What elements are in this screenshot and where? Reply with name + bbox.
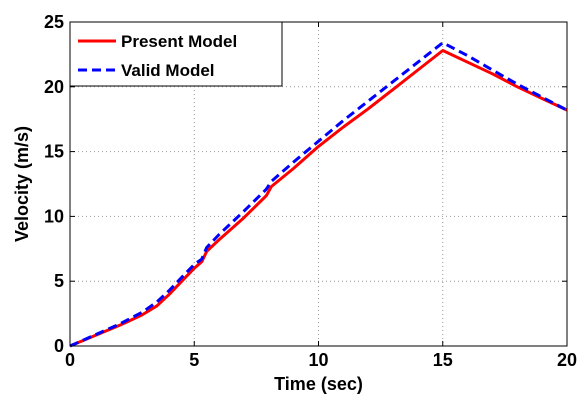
axis-ticks: 0 5 10 15 20 0 5 10 15 20 25	[44, 12, 577, 370]
legend-label-valid-model: Valid Model	[121, 61, 215, 80]
x-axis-title: Time (sec)	[274, 374, 363, 394]
series-line-valid-model	[69, 41, 568, 348]
y-tick-label: 10	[44, 206, 64, 226]
grid-lines	[70, 22, 567, 346]
y-tick-label: 15	[44, 142, 64, 162]
legend-box	[69, 21, 283, 87]
y-tick-label: 20	[44, 77, 64, 97]
y-tick-label: 25	[44, 12, 64, 32]
legend-label-present-model: Present Model	[121, 32, 237, 51]
legend: Present Model Valid Model	[69, 21, 283, 87]
x-tick-label: 15	[433, 350, 453, 370]
y-tick-label: 5	[54, 271, 64, 291]
y-tick-label: 0	[54, 336, 64, 356]
y-axis-title: Velocity (m/s)	[12, 126, 32, 242]
series-lines	[69, 41, 568, 348]
x-tick-label: 5	[189, 350, 199, 370]
x-tick-label: 10	[308, 350, 328, 370]
series-line-present-model	[69, 49, 568, 348]
x-tick-label: 0	[65, 350, 75, 370]
x-tick-label: 20	[557, 350, 577, 370]
